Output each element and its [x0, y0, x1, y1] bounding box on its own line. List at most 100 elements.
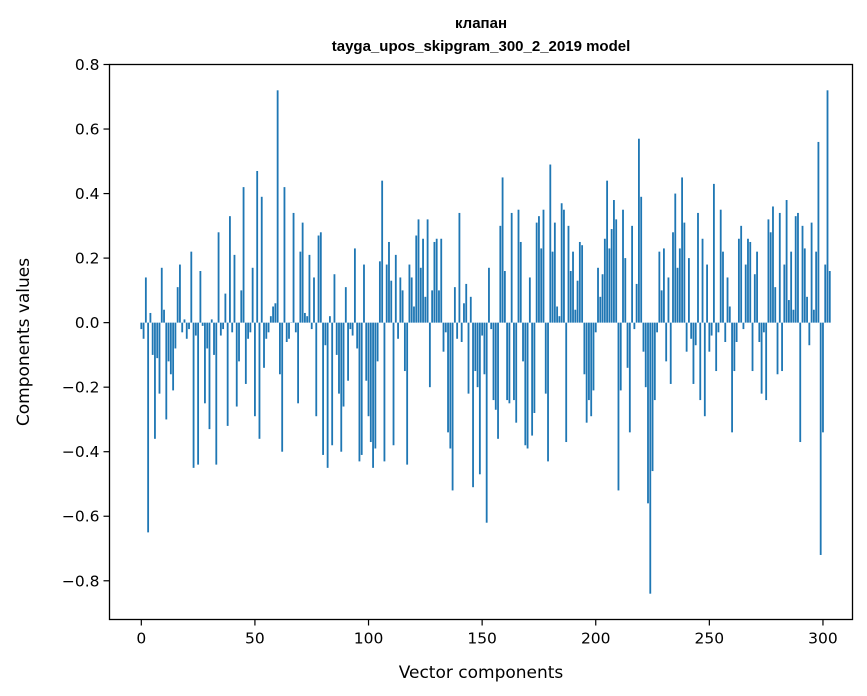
- bar-96: [358, 322, 361, 462]
- bar-18: [181, 322, 184, 333]
- bar-53: [260, 196, 263, 323]
- bar-186: [563, 209, 565, 323]
- bar-190: [572, 251, 574, 323]
- y-tick-label: −0.4: [62, 443, 100, 461]
- bar-series: [140, 90, 831, 594]
- bar-67: [292, 212, 295, 323]
- bar-221: [642, 322, 645, 352]
- bar-156: [494, 322, 497, 410]
- bar-159: [501, 177, 504, 323]
- bar-254: [717, 322, 720, 333]
- x-axis: 0 50 100 150 200 250 300: [136, 619, 838, 648]
- bar-110: [390, 280, 393, 323]
- bar-126: [426, 219, 429, 323]
- bar-99: [365, 322, 368, 381]
- bar-104: [376, 322, 379, 362]
- plot-frame: [108, 63, 854, 621]
- bar-183: [556, 306, 559, 323]
- bar-273: [760, 322, 763, 394]
- bar-282: [781, 322, 783, 372]
- bar-56: [267, 322, 270, 333]
- bar-177: [542, 209, 545, 323]
- bar-5: [151, 322, 154, 355]
- x-tick-label: 50: [245, 630, 265, 648]
- bar-127: [428, 322, 431, 388]
- bar-40: [231, 322, 234, 333]
- bar-247: [701, 238, 704, 323]
- bar-179: [547, 322, 549, 462]
- bar-26: [199, 271, 202, 323]
- bar-244: [694, 322, 697, 346]
- bar-32: [213, 322, 215, 355]
- bar-201: [597, 267, 599, 323]
- bar-267: [747, 238, 749, 323]
- bar-30: [208, 322, 211, 430]
- bar-298: [817, 141, 820, 323]
- bar-125: [424, 296, 427, 323]
- bar-259: [728, 306, 731, 323]
- bar-181: [551, 251, 554, 323]
- bar-257: [724, 322, 727, 342]
- bar-79: [319, 232, 322, 323]
- bar-217: [633, 322, 636, 330]
- bar-250: [708, 322, 711, 352]
- bar-149: [478, 322, 481, 475]
- bar-64: [285, 322, 288, 342]
- bar-101: [369, 322, 372, 443]
- bar-84: [331, 322, 334, 446]
- y-axis-label: Components values: [14, 258, 34, 426]
- bar-237: [678, 248, 681, 323]
- bar-266: [744, 264, 747, 323]
- bar-188: [567, 225, 570, 323]
- bar-15: [174, 322, 177, 349]
- bar-134: [444, 322, 447, 333]
- bar-173: [533, 322, 536, 413]
- bar-39: [229, 216, 231, 323]
- bar-46: [244, 322, 247, 384]
- bar-164: [513, 322, 515, 401]
- bar-253: [715, 322, 718, 372]
- bar-182: [553, 222, 556, 323]
- bar-255: [719, 209, 722, 323]
- bar-180: [549, 164, 552, 323]
- bar-216: [631, 225, 634, 323]
- bar-276: [767, 219, 770, 323]
- bar-41: [233, 254, 236, 323]
- bar-146: [472, 322, 474, 488]
- bar-51: [256, 170, 259, 323]
- bar-11: [165, 322, 168, 420]
- bar-240: [685, 322, 688, 352]
- bar-258: [726, 277, 729, 323]
- bar-107: [383, 322, 386, 462]
- bar-232: [667, 277, 670, 323]
- bar-19: [183, 319, 186, 323]
- bar-153: [488, 267, 490, 323]
- y-tick-label: 0.0: [75, 314, 100, 332]
- bar-288: [794, 216, 797, 323]
- bar-94: [353, 248, 356, 323]
- bar-145: [469, 296, 472, 323]
- bar-142: [463, 303, 465, 323]
- bar-13: [169, 322, 172, 375]
- bar-60: [276, 90, 279, 323]
- bar-170: [526, 322, 529, 449]
- bar-233: [669, 322, 672, 384]
- bar-198: [590, 322, 593, 417]
- bar-150: [481, 322, 484, 336]
- bar-42: [235, 322, 238, 407]
- bar-81: [324, 322, 327, 346]
- bar-69: [297, 322, 299, 404]
- bar-83: [328, 316, 331, 323]
- bar-208: [613, 200, 615, 323]
- bar-123: [419, 267, 422, 323]
- bar-82: [326, 322, 329, 468]
- bar-87: [338, 322, 340, 394]
- bar-17: [179, 264, 181, 323]
- bar-106: [381, 180, 384, 323]
- bar-136: [449, 322, 452, 449]
- bar-111: [392, 322, 395, 446]
- bar-34: [217, 232, 220, 323]
- bar-152: [485, 322, 488, 523]
- bar-178: [544, 322, 547, 394]
- bar-120: [413, 306, 415, 323]
